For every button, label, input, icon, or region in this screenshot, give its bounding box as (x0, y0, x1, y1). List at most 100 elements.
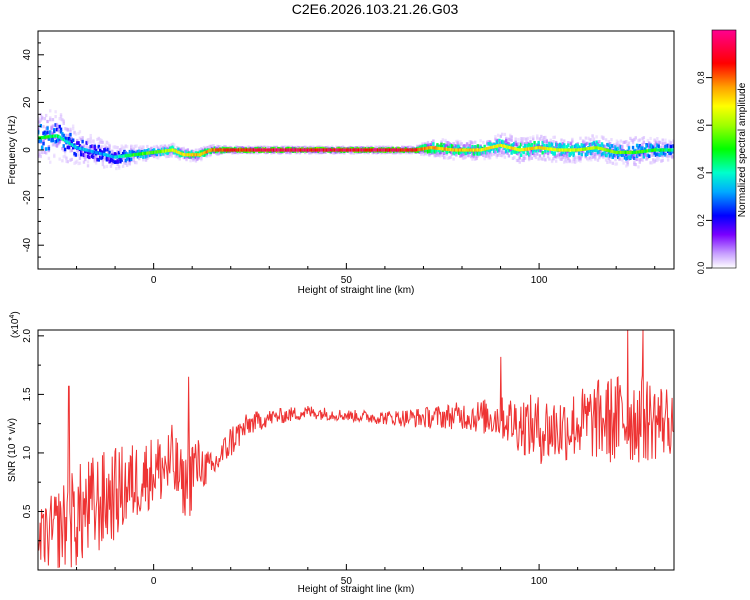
spectrogram-cell (603, 144, 606, 148)
spectrogram-cell (44, 147, 48, 151)
spectrogram-cell (232, 148, 235, 152)
spectrogram-cell (127, 160, 130, 164)
spectrogram-cell (514, 143, 517, 147)
spectrogram-cell (317, 148, 320, 152)
spectrogram-cell (669, 151, 673, 156)
spectrogram-cell (146, 156, 149, 160)
spectrogram-cell (552, 151, 555, 156)
spectrogram-cell (101, 162, 105, 167)
spectrogram-cell (58, 130, 61, 134)
spectrogram-cell (40, 136, 44, 140)
spectrogram-cell (434, 153, 438, 158)
spectrogram-cell (177, 150, 180, 154)
spectrogram-cell (646, 143, 650, 147)
spectrogram-cell (304, 150, 307, 155)
spectrogram-cell (451, 144, 454, 148)
spectrogram-cell (591, 148, 594, 153)
spectrogram-cell (86, 160, 90, 164)
spectrogram-cell (58, 137, 61, 141)
spectrogram-cell (648, 149, 651, 153)
spectrogram-cell (488, 156, 492, 160)
spectrogram-cell (521, 142, 524, 146)
spectrogram-cell (448, 147, 451, 152)
spectrogram-cell (664, 144, 667, 149)
spectrogram-cell (112, 155, 115, 159)
spectrogram-cell (662, 148, 666, 152)
spectrogram-cell (178, 157, 181, 161)
spectrogram-cell (54, 134, 57, 138)
spectrogram-cell (278, 148, 281, 152)
spectrogram-cell (55, 144, 59, 148)
spectrogram-cell (63, 138, 67, 143)
spectrogram-cell (460, 148, 463, 152)
spectrogram-cell (503, 155, 507, 159)
spectrogram-cell (608, 149, 612, 153)
spectrogram-cell (108, 156, 111, 160)
spectrogram-cell (626, 156, 629, 160)
spectrogram-cell (77, 131, 80, 136)
spectrogram-cell (619, 139, 623, 143)
spectrogram-cell (664, 141, 667, 145)
spectrogram-cell (467, 148, 470, 152)
spectrogram-cell (244, 148, 248, 152)
spectrogram-cell (363, 148, 366, 152)
spectrogram-cell (61, 147, 64, 151)
spectrogram-cell (510, 135, 513, 139)
spectrogram-cell (518, 145, 521, 150)
spectrogram-cell (108, 148, 111, 152)
spectrogram-cell (148, 151, 152, 155)
spectrogram-cell (103, 156, 106, 160)
spectrogram-cell (553, 152, 557, 156)
spectrogram-cell (69, 158, 72, 162)
spectrogram-cell (166, 147, 169, 151)
spectrogram-cell (553, 135, 557, 139)
spectrogram-cell (635, 157, 639, 162)
spectrogram-cell (490, 147, 493, 151)
spectrogram-cell (272, 150, 276, 155)
spectrogram-cell (502, 146, 505, 151)
spectrogram-cell (291, 148, 295, 152)
spectrogram-cell (117, 151, 121, 155)
spectrogram-cell (536, 143, 539, 147)
spectrogram-cell (626, 143, 629, 147)
spectrogram-cell (119, 148, 122, 152)
spectrogram-cell (43, 117, 47, 121)
colorbar-label: Normalized spectral amplitude (737, 82, 748, 217)
spectrogram-cell (468, 140, 472, 144)
spectrogram-cell (167, 144, 171, 148)
spectrogram-cell (584, 152, 588, 157)
spectrogram-cell (128, 153, 132, 157)
spectrogram-cell (125, 157, 129, 162)
spectrogram-cell (93, 157, 96, 161)
spectrogram-cell (111, 154, 114, 159)
spectrogram-cell (201, 149, 204, 154)
spectrogram-cell (121, 154, 125, 158)
spectrogram-x-ticks: 0 50 100 (76, 263, 656, 286)
spectrogram-cell (53, 129, 56, 134)
spectrogram-cell (96, 137, 99, 142)
spectrogram-cell (74, 153, 78, 157)
spectrogram-cell (169, 146, 172, 151)
spectrogram-cell (135, 152, 138, 157)
spectrogram-cell (198, 153, 202, 157)
spectrogram-cell (581, 147, 585, 151)
spectrogram-cell (521, 137, 524, 141)
spectrogram-cell (496, 153, 500, 157)
spectrogram-cell (344, 148, 347, 152)
spectrogram-cell (49, 130, 52, 134)
spectrogram-cell (306, 148, 310, 152)
spectrogram-cell (576, 148, 579, 152)
spectrogram-cell (600, 152, 604, 157)
spectrogram-cell (434, 152, 438, 156)
spectrogram-cell (602, 135, 605, 140)
spectrogram-cell (57, 138, 60, 143)
spectrogram-cell (81, 139, 84, 144)
spectrogram-cell (478, 152, 481, 156)
spectrogram-cell (608, 142, 612, 146)
spectrogram-cell (449, 144, 453, 148)
spectrogram-cell (193, 157, 196, 161)
spectrogram-cell (80, 152, 83, 157)
spectrogram-cell (80, 149, 83, 154)
spectrogram-cell (483, 144, 486, 149)
spectrogram-cell (113, 152, 117, 156)
